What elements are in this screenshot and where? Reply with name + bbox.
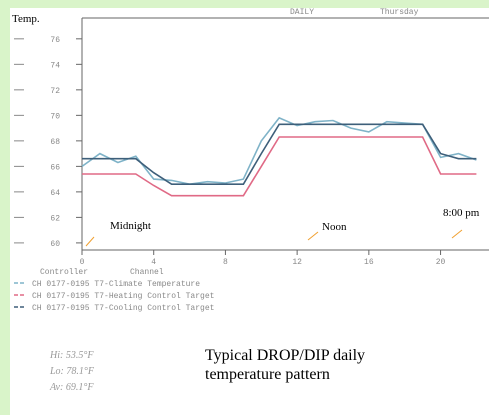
legend-header: Controller bbox=[40, 268, 88, 277]
x-tick-label: 12 bbox=[292, 258, 302, 267]
caption: Typical DROP/DIP daily temperature patte… bbox=[205, 347, 366, 383]
y-tick-label: 76 bbox=[50, 36, 60, 45]
series-line bbox=[81, 116, 477, 186]
x-tick-label: 4 bbox=[151, 258, 156, 267]
legend-label: CH 0177-0195 T7-Cooling Control Target bbox=[32, 304, 214, 313]
header-text: Thursday bbox=[380, 8, 419, 17]
note: Av: 69.1°F bbox=[49, 382, 94, 393]
y-tick-label: 64 bbox=[50, 189, 60, 198]
arrow bbox=[307, 231, 319, 241]
x-tick-label: 0 bbox=[80, 258, 85, 267]
x-tick-label: 16 bbox=[364, 258, 374, 267]
x-tick-label: 20 bbox=[436, 258, 446, 267]
y-tick-label: 60 bbox=[50, 240, 60, 249]
series-line bbox=[82, 123, 477, 185]
annotation: Noon bbox=[322, 221, 347, 233]
y-tick-label: 68 bbox=[50, 138, 60, 147]
note: Lo: 78.1°F bbox=[49, 366, 95, 377]
legend-header: Channel bbox=[130, 268, 164, 277]
y-tick-label: 62 bbox=[50, 214, 60, 223]
legend-label: CH 0177-0195 T7-Climate Temperature bbox=[32, 280, 200, 289]
y-tick-label: 66 bbox=[50, 163, 60, 172]
annotation: Midnight bbox=[110, 220, 151, 232]
note: Hi: 53.5°F bbox=[49, 350, 94, 361]
legend-label: CH 0177-0195 T7-Heating Control Target bbox=[32, 292, 214, 301]
y-tick-label: 74 bbox=[50, 61, 60, 70]
panel bbox=[10, 8, 489, 415]
series-line bbox=[82, 136, 477, 197]
x-tick-label: 8 bbox=[223, 258, 228, 267]
y-tick-label: 70 bbox=[50, 112, 60, 121]
chart-title: Temp. bbox=[12, 13, 40, 25]
annotation: 8:00 pm bbox=[443, 207, 480, 219]
header-text: DAILY bbox=[290, 8, 314, 17]
arrow bbox=[85, 236, 95, 247]
arrow bbox=[451, 229, 463, 239]
y-tick-label: 72 bbox=[50, 87, 60, 96]
